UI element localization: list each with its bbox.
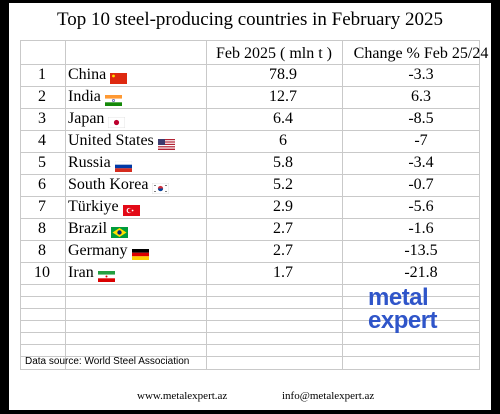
change-cell: -21.8 (404, 264, 438, 281)
country-cell: Türkiye (68, 196, 208, 218)
footer-email[interactable]: info@metalexpert.az (282, 390, 375, 402)
country-cell: Brazil (68, 218, 208, 240)
country-cell: Russia (68, 152, 208, 174)
header-change: Change % Feb 25/24 (353, 45, 489, 62)
china-flag-icon (110, 69, 128, 84)
iran-flag-icon (97, 267, 115, 282)
table-row: 8 Brazil 2.7 -1.6 (20, 218, 480, 240)
country-cell: United States (68, 130, 208, 152)
rank-cell: 2 (38, 88, 46, 105)
south-korea-flag-icon (152, 179, 170, 195)
table-row: 7 Türkiye 2.9 -5.6 (20, 196, 480, 218)
rank-cell: 8 (38, 242, 46, 259)
rank-cell: 5 (38, 154, 46, 171)
table-row: 1 China 78.9 -3.3 (20, 64, 480, 86)
table-grid (20, 40, 480, 370)
change-cell: -7 (414, 132, 428, 149)
production-cell: 78.9 (269, 66, 297, 83)
footer-website[interactable]: www.metalexpert.az (137, 390, 228, 402)
russia-flag-icon (114, 157, 132, 172)
production-cell: 5.8 (273, 154, 293, 171)
usa-flag-icon (157, 135, 175, 150)
rank-cell: 4 (38, 132, 46, 149)
table-row: 6 South Korea 5.2 -0.7 (20, 174, 480, 196)
change-cell: -8.5 (408, 110, 434, 127)
change-cell: -3.4 (408, 154, 434, 171)
data-source-note: Data source: World Steel Association (25, 356, 190, 367)
table-row: 2 India 12.7 6.3 (20, 86, 480, 108)
table-row: 5 Russia 5.8 -3.4 (20, 152, 480, 174)
change-cell: -5.6 (408, 198, 434, 215)
turkiye-flag-icon (122, 201, 140, 216)
rank-cell: 7 (38, 198, 46, 215)
page-title: Top 10 steel-producing countries in Febr… (57, 9, 443, 30)
brazil-flag-icon (111, 223, 129, 238)
rank-cell: 1 (38, 66, 46, 83)
production-cell: 1.7 (273, 264, 293, 281)
rank-cell: 8 (38, 220, 46, 237)
production-cell: 2.7 (273, 242, 293, 259)
production-cell: 6 (279, 132, 287, 149)
japan-flag-icon (108, 113, 126, 129)
india-flag-icon (104, 91, 122, 106)
germany-flag-icon (131, 245, 149, 260)
change-cell: -3.3 (408, 66, 434, 83)
rank-cell: 3 (38, 110, 46, 127)
change-cell: -1.6 (408, 220, 434, 237)
rank-cell: 6 (38, 176, 46, 193)
production-cell: 6.4 (273, 110, 293, 127)
country-cell: Japan (68, 108, 208, 130)
change-cell: -13.5 (404, 242, 438, 259)
table-row: 3 Japan 6.4 -8.5 (20, 108, 480, 130)
rank-cell: 10 (34, 264, 50, 281)
table-row: 4 United States 6 -7 (20, 130, 480, 152)
country-cell: India (68, 86, 208, 108)
table-row: 8 Germany 2.7 -13.5 (20, 240, 480, 262)
change-cell: 6.3 (411, 88, 431, 105)
production-cell: 2.7 (273, 220, 293, 237)
table-row: 10 Iran 1.7 -21.8 (20, 262, 480, 284)
metal-expert-logo: metal expert (368, 284, 438, 334)
production-cell: 12.7 (269, 88, 297, 105)
production-cell: 2.9 (273, 198, 293, 215)
country-cell: Germany (68, 240, 208, 262)
country-cell: South Korea (68, 174, 208, 196)
country-cell: Iran (68, 262, 208, 284)
production-cell: 5.2 (273, 176, 293, 193)
country-cell: China (68, 64, 208, 86)
header-production: Feb 2025 ( mln t ) (216, 45, 332, 62)
change-cell: -0.7 (408, 176, 434, 193)
